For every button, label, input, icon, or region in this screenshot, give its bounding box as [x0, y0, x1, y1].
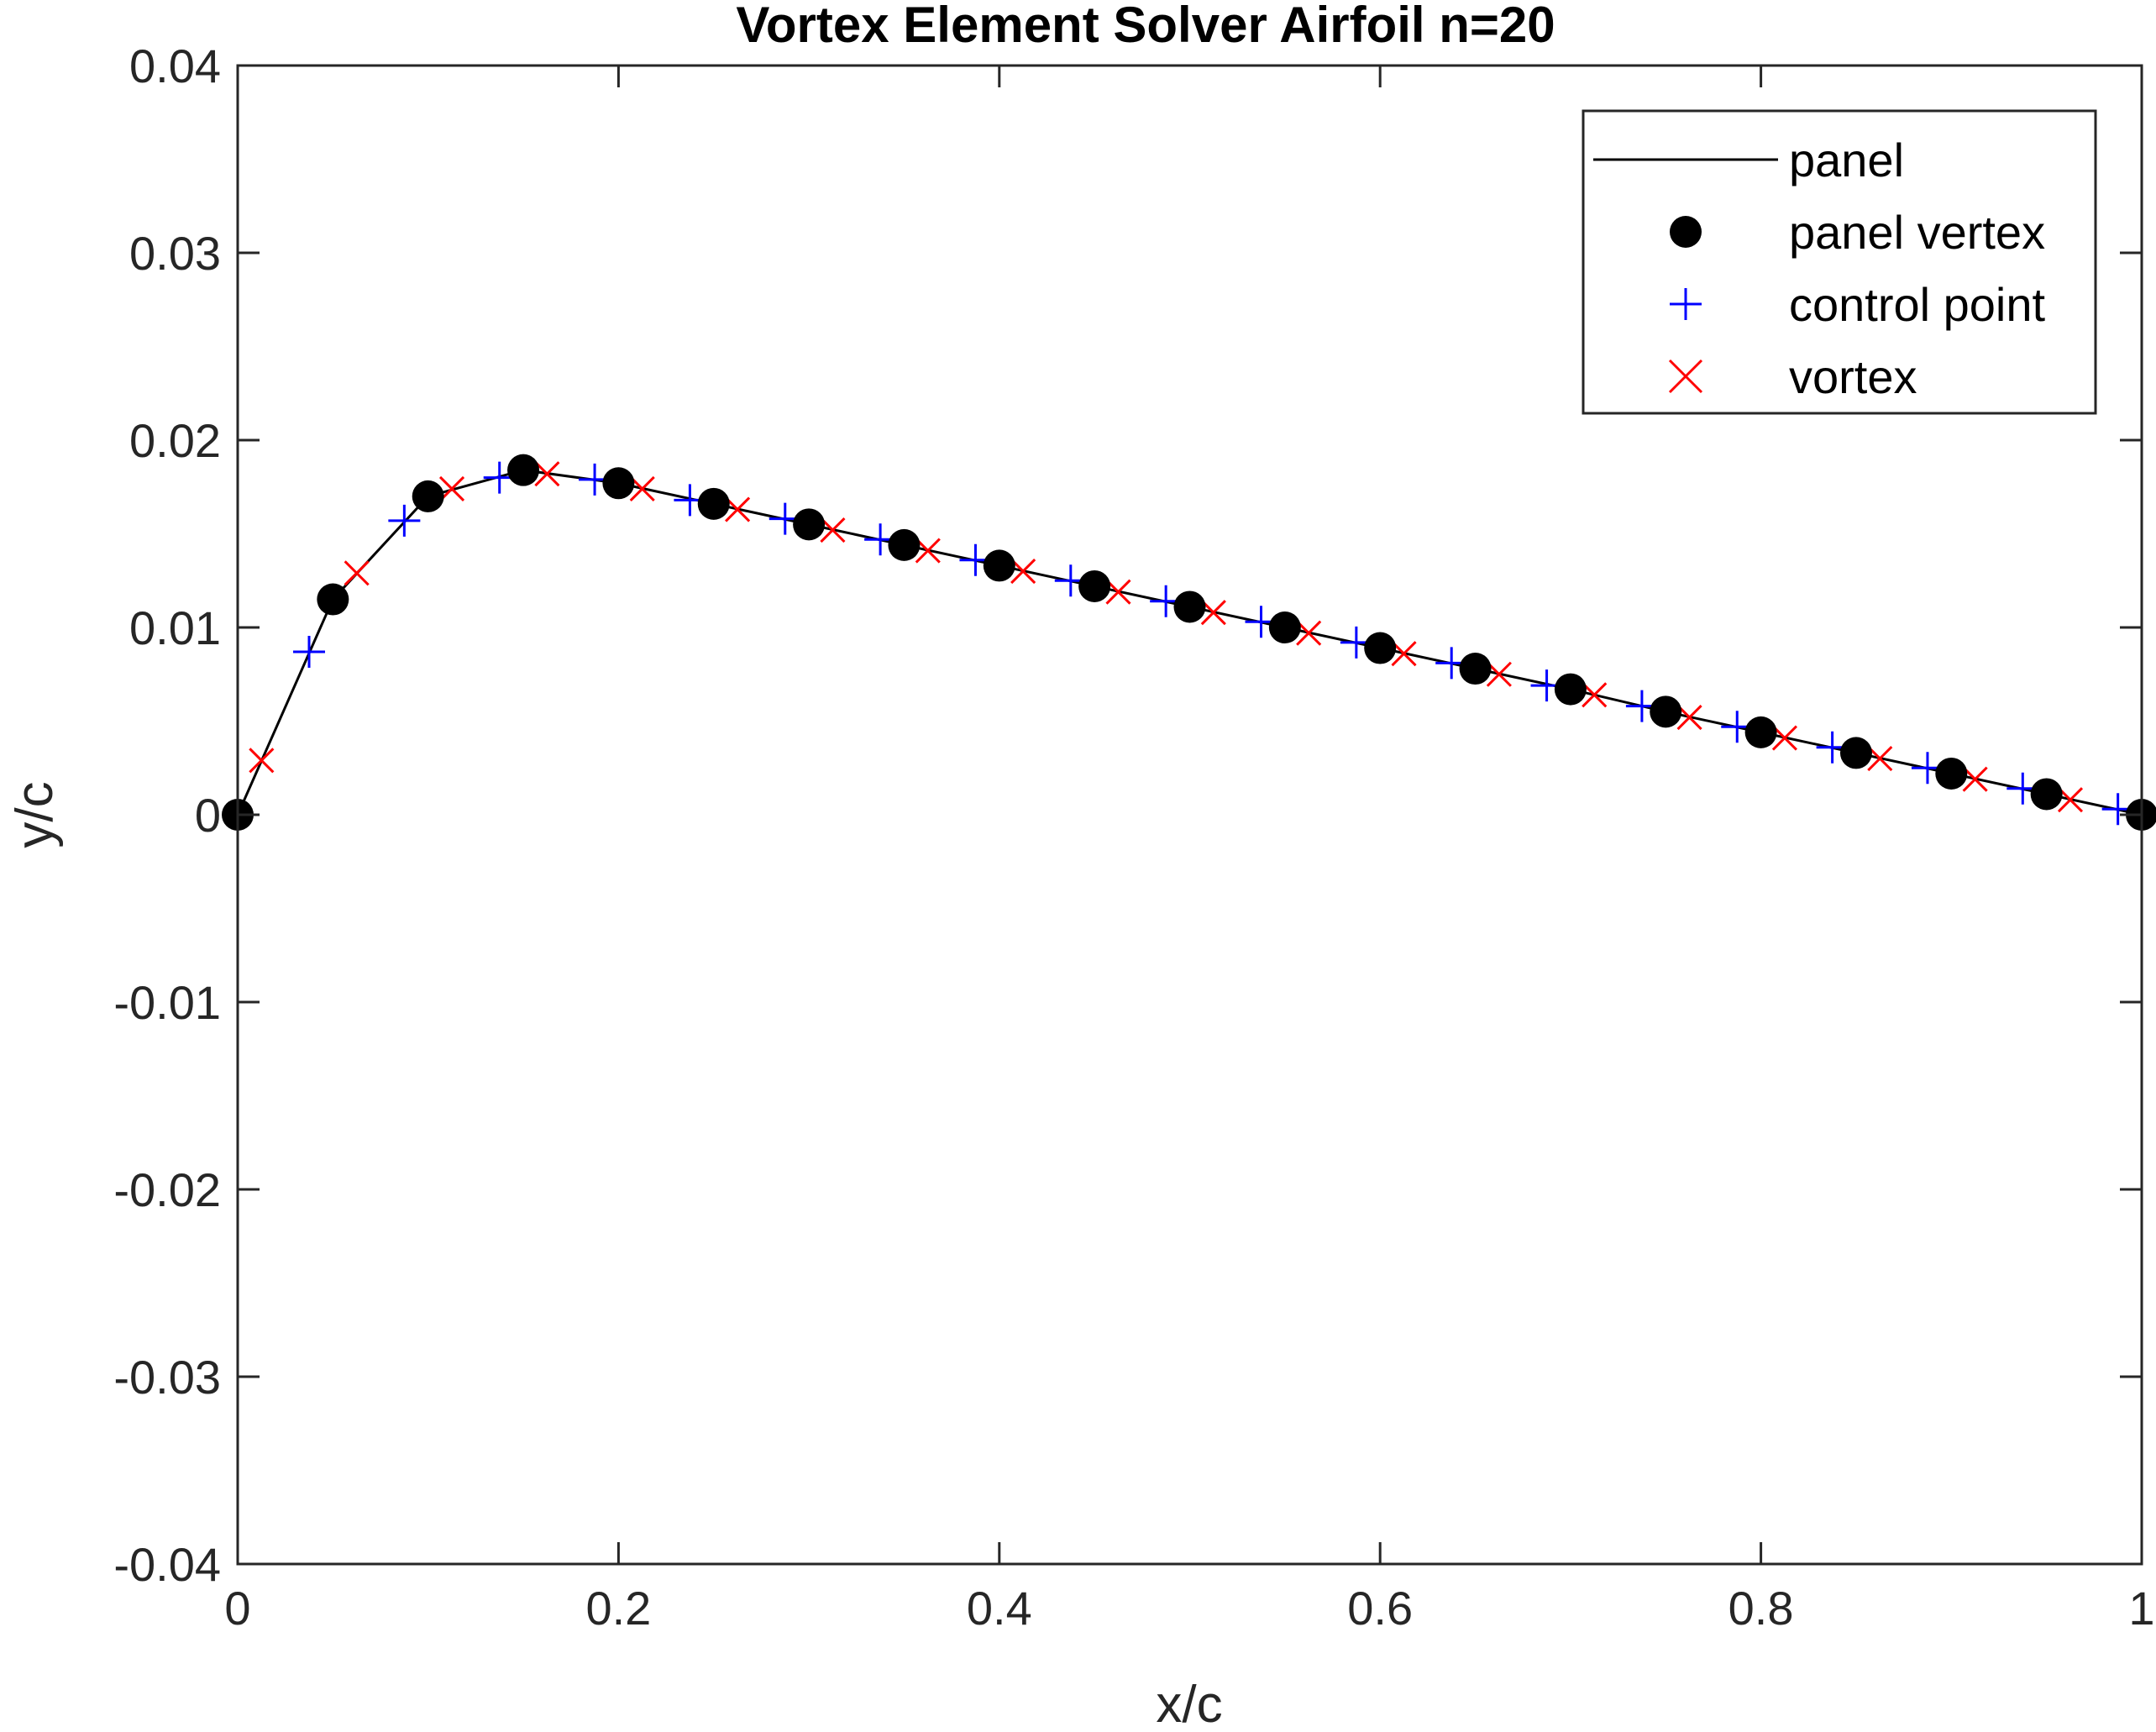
panel-vertex-point [1839, 737, 1872, 769]
x-tick-label: 0.2 [585, 1582, 651, 1635]
panel-vertex-point [317, 583, 349, 616]
legend-label: vortex [1789, 350, 1917, 403]
y-tick-label: 0.01 [129, 601, 221, 654]
y-tick-label: -0.02 [113, 1163, 221, 1216]
y-tick-label: -0.01 [113, 976, 221, 1029]
vortex-marker [1296, 620, 1322, 646]
legend-label: panel [1789, 134, 1904, 186]
vortex-marker [344, 560, 370, 586]
vortex-marker [1391, 641, 1417, 667]
vortex-marker [438, 475, 465, 502]
x-tick-label: 0.4 [967, 1582, 1032, 1635]
vortex-marker [1200, 600, 1226, 626]
vortex-marker [1676, 704, 1702, 731]
chart-title: Vortex Element Solver Airfoil n=20 [736, 0, 1555, 53]
y-tick-label: -0.03 [113, 1351, 221, 1404]
x-tick-label: 1 [2128, 1582, 2154, 1635]
vortex-marker [1486, 661, 1512, 687]
legend-label: panel vertex [1789, 206, 2045, 259]
y-axis-label: y/c [6, 781, 64, 848]
x-tick-label: 0.8 [1728, 1582, 1794, 1635]
y-tick-label: 0.02 [129, 414, 221, 467]
vortex-marker [1105, 579, 1131, 605]
vortex-marker [1962, 766, 1988, 792]
vortex-marker [1771, 725, 1798, 751]
y-tick-label: -0.04 [113, 1538, 221, 1591]
vortex-marker [2057, 787, 2084, 813]
vortex-marker [915, 538, 941, 564]
legend-label: control point [1789, 278, 2046, 331]
panel-vertex-point [697, 487, 730, 520]
control-point-marker [388, 504, 421, 537]
vortex-marker [725, 496, 751, 522]
y-tick-label: 0.03 [129, 227, 221, 280]
legend-box [1582, 109, 2097, 415]
panel-vertex-point [983, 549, 1015, 582]
panel-vertex-point [507, 454, 540, 486]
panel-vertex-point [1459, 653, 1492, 685]
vortex-marker [1867, 746, 1893, 772]
panel-vertex-point [602, 467, 635, 500]
panel-vertex-point [1268, 611, 1301, 643]
panel-vertex-point [1078, 569, 1111, 602]
vortex-marker [629, 475, 655, 502]
legend: panel panel vertex control point vortex [1582, 109, 2097, 415]
vortex-marker [534, 461, 560, 487]
panel-vertex-point [1650, 695, 1682, 728]
x-tick-label: 0 [224, 1582, 250, 1635]
legend-key-x [1668, 359, 1703, 394]
y-tick-label: 0 [195, 789, 221, 842]
y-tick-label: 0.04 [129, 39, 221, 92]
vortex-marker [820, 517, 846, 543]
x-axis-label: x/c [1156, 1676, 1222, 1732]
panel-vertex-point [1173, 590, 1206, 623]
panel-vertex-point [2030, 778, 2063, 811]
panel-vertex-point [1935, 757, 1968, 790]
control-point-marker [293, 635, 326, 668]
panel-vertex-point [1364, 632, 1397, 664]
legend-key-plus [1670, 288, 1702, 320]
axis-ticks: 0 0.2 0.4 0.6 0.8 1 0.04 0.03 0.02 0.01 0 -0.01 -0.0… [113, 39, 2154, 1635]
vortex-marker [1582, 682, 1608, 708]
vortex-marker [249, 748, 275, 774]
panel-vertex-point [412, 480, 444, 512]
legend-key-dot [1670, 216, 1702, 248]
panel-vertex-point [888, 528, 921, 561]
vortex-marker [1010, 559, 1036, 585]
panel-vertex-point [793, 508, 826, 541]
x-tick-label: 0.6 [1347, 1582, 1413, 1635]
panel-vertex-point [1744, 716, 1777, 748]
panel-vertex-point [1554, 673, 1587, 706]
